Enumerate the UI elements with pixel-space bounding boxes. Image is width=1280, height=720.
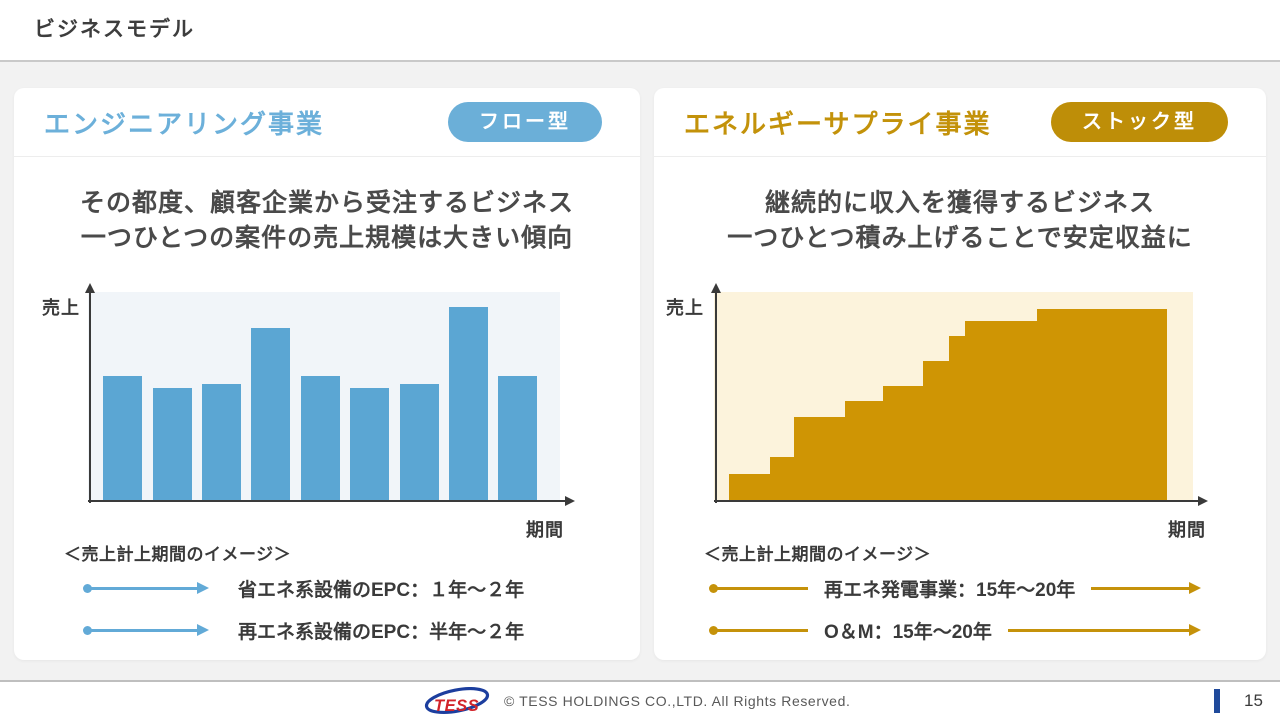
badge-stock-type: ストック型	[1051, 102, 1228, 142]
bar	[201, 383, 241, 501]
bar	[498, 375, 538, 501]
legend-label: O＆M：15年～20年	[824, 621, 992, 643]
x-axis-label: 期間	[526, 520, 564, 540]
legend-row: 再エネ系設備のEPC：半年～２年	[83, 617, 525, 643]
x-axis-label: 期間	[1168, 520, 1206, 540]
panel-engineering-header: エンジニアリング事業 フロー型	[14, 88, 640, 157]
panel-engineering-description: その都度、顧客企業から受注するビジネス 一つひとつの案件の売上規模は大きい傾向	[14, 186, 640, 256]
step-segment	[844, 400, 884, 501]
y-axis-label: 売上	[42, 298, 80, 318]
legend-caption: ＜売上計上期間のイメージ＞	[64, 545, 292, 564]
panel-engineering-title: エンジニアリング事業	[44, 108, 325, 139]
energy-chart-plot	[714, 292, 1193, 501]
duration-arrow-end-icon	[1091, 581, 1201, 594]
bar	[350, 388, 390, 501]
duration-line-start-icon	[709, 625, 808, 635]
legend-label: 再エネ系設備のEPC：半年～２年	[238, 621, 525, 643]
page-number: 15	[1244, 691, 1263, 710]
step-segment	[1036, 308, 1168, 501]
duration-line-start-icon	[709, 583, 808, 593]
step-segment	[922, 360, 950, 501]
badge-flow-type: フロー型	[448, 102, 602, 142]
panel-energy-supply-header: エネルギーサプライ事業 ストック型	[654, 88, 1266, 157]
x-axis-arrow-icon	[714, 496, 1208, 506]
bar	[152, 388, 192, 501]
step-segment	[793, 417, 846, 501]
y-axis-arrow-icon	[711, 283, 721, 503]
panel-engineering: エンジニアリング事業 フロー型 その都度、顧客企業から受注するビジネス 一つひと…	[14, 88, 640, 660]
bar	[300, 375, 340, 501]
y-axis-label: 売上	[666, 298, 704, 318]
description-line: 一つひとつの案件の売上規模は大きい傾向	[80, 224, 574, 252]
copyright-text: © TESS HOLDINGS CO.,LTD. All Rights Rese…	[504, 693, 851, 709]
legend-row: 省エネ系設備のEPC：１年～２年	[83, 575, 525, 601]
engineering-chart-plot	[88, 292, 560, 501]
description-line: 一つひとつ積み上げることで安定収益に	[727, 224, 1193, 252]
legend-row: O＆M：15年～20年	[709, 617, 1202, 643]
page-indicator-bar	[1214, 689, 1220, 713]
legend-caption: ＜売上計上期間のイメージ＞	[704, 545, 932, 564]
svg-text:TESS: TESS	[434, 697, 479, 715]
description-line: その都度、顧客企業から受注するビジネス	[79, 189, 574, 217]
bar	[251, 327, 291, 501]
panel-energy-supply: エネルギーサプライ事業 ストック型 継続的に収入を獲得するビジネス 一つひとつ積…	[654, 88, 1266, 660]
duration-arrow-end-icon	[1007, 623, 1202, 636]
step-segment	[729, 473, 771, 501]
bar	[103, 375, 143, 501]
x-axis-arrow-icon	[88, 496, 575, 506]
slide-title: ビジネスモデル	[34, 18, 195, 41]
step-segment	[769, 457, 795, 501]
step-segment	[948, 335, 966, 501]
legend-label: 省エネ系設備のEPC：１年～２年	[238, 579, 525, 601]
description-line: 継続的に収入を獲得するビジネス	[764, 189, 1155, 217]
header: ビジネスモデル	[0, 0, 1280, 62]
bar	[449, 306, 489, 501]
legend-row: 再エネ発電事業：15年～20年	[709, 575, 1201, 601]
step-segment	[883, 386, 924, 501]
duration-arrow-icon	[83, 581, 209, 594]
panel-energy-supply-description: 継続的に収入を獲得するビジネス 一つひとつ積み上げることで安定収益に	[654, 186, 1266, 256]
y-axis-arrow-icon	[85, 283, 95, 503]
panel-energy-supply-title: エネルギーサプライ事業	[684, 108, 992, 139]
legend-label: 再エネ発電事業：15年～20年	[824, 579, 1076, 601]
bar	[399, 383, 439, 501]
footer: TESS © TESS HOLDINGS CO.,LTD. All Rights…	[0, 680, 1280, 720]
tess-logo: TESS	[424, 687, 490, 715]
duration-arrow-icon	[83, 623, 209, 636]
step-segment	[964, 321, 1038, 501]
